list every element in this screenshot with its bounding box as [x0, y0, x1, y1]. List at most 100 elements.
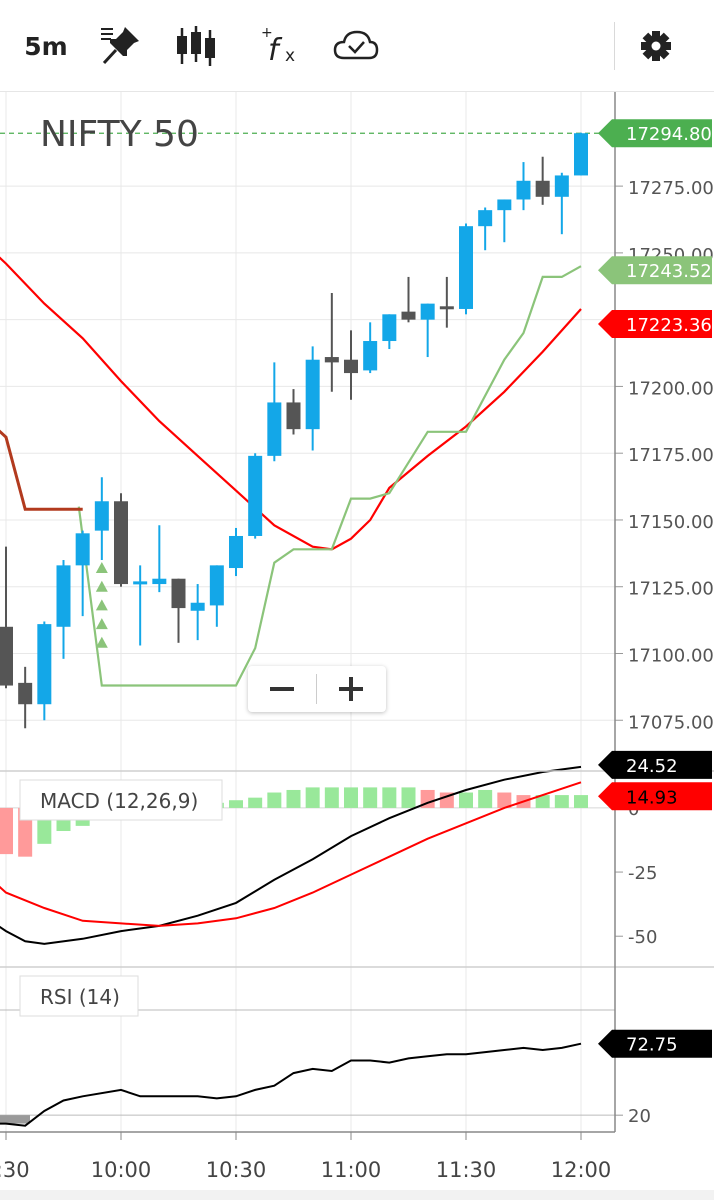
macd-legend-label: MACD (12,26,9): [40, 789, 198, 813]
cloud-sync-button[interactable]: [328, 18, 384, 74]
price-tag-shape: [598, 119, 712, 148]
macd-signal-tag-label: 14.93: [626, 787, 678, 808]
rsi-axis-label: 20: [628, 1106, 651, 1127]
rsi-value-tag: 72.75: [598, 1029, 712, 1058]
cloud-check-icon: [333, 30, 379, 60]
price-tag-label: 17223.36: [626, 315, 712, 336]
macd-histogram-bar: [0, 807, 13, 855]
x-axis-tick-label: 12:00: [551, 1158, 612, 1182]
zoom-divider: [316, 674, 317, 704]
candle-body: [516, 180, 531, 200]
rsi-legend-label: RSI (14): [40, 985, 120, 1009]
toolbar-divider: [614, 22, 615, 70]
candle-body: [401, 311, 416, 320]
bottom-strip: [0, 1190, 714, 1200]
candle-body: [114, 501, 128, 585]
macd-axis-label: -25: [628, 863, 657, 884]
price-tag-label: 17243.52: [626, 261, 712, 282]
x-axis-tick-label: 10:00: [91, 1158, 152, 1182]
macd-signal-tag: 14.93: [598, 782, 712, 811]
y-axis-tick-label: 17150.00: [628, 512, 714, 533]
candle-body: [209, 565, 224, 606]
macd-histogram-bar: [267, 792, 282, 808]
candle-body: [133, 581, 148, 585]
candle-body: [18, 682, 33, 705]
overlay-line: [0, 256, 582, 551]
rsi-value-tag-shape: [598, 1029, 712, 1058]
candle-body: [459, 226, 473, 309]
axes: 17075.00 17100.00 17125.00 17150.00 17175.00…: [0, 92, 714, 1182]
timeframe-button[interactable]: 5m: [18, 18, 74, 74]
zoom-in-button[interactable]: [317, 666, 385, 712]
candle-body: [94, 501, 109, 531]
macd-signal-line: [0, 781, 582, 927]
candle-body: [305, 359, 320, 430]
candle-body: [324, 357, 339, 363]
candle-body: [37, 624, 52, 705]
macd-histogram-bar: [439, 792, 454, 808]
buy-arrow-marker: [95, 599, 108, 611]
x-axis-tick-label: 11:30: [436, 1158, 497, 1182]
x-axis-tick-label: 10:30: [206, 1158, 267, 1182]
candle-body: [267, 402, 282, 456]
macd-histogram-bar: [286, 789, 301, 808]
candle-body: [75, 533, 90, 566]
macd-value-tag: 24.52: [598, 750, 712, 779]
candle-body: [554, 175, 569, 197]
candle-body: [286, 402, 301, 430]
zoom-out-button[interactable]: [248, 666, 316, 712]
macd-signal-tag-shape: [598, 782, 712, 811]
settings-button[interactable]: [628, 18, 684, 74]
price-tag-label: 17294.80: [626, 124, 712, 145]
candle-body: [344, 359, 358, 374]
macd-value-tag-label: 24.52: [626, 756, 678, 777]
y-axis-tick-label: 17075.00: [628, 712, 714, 733]
macd-histogram-bar: [401, 787, 416, 808]
macd-histogram-bar: [248, 797, 263, 808]
price-tag: 17294.80: [598, 119, 712, 148]
candle-body: [363, 341, 378, 371]
candle-body: [497, 199, 512, 211]
buy-arrow-marker: [95, 636, 108, 648]
gear-icon: [641, 31, 671, 61]
svg-text:+: +: [261, 25, 273, 41]
svg-text:x: x: [285, 46, 295, 66]
candle-body: [248, 455, 263, 536]
plus-icon: [339, 677, 363, 701]
candle-body: [190, 602, 205, 611]
zoom-control: [248, 666, 386, 712]
chart-title-group: NIFTY 50: [40, 114, 199, 155]
macd-histogram-bar: [535, 795, 550, 808]
pin-button[interactable]: [92, 18, 148, 74]
candle-body: [0, 626, 13, 686]
svg-text:f: f: [268, 33, 283, 68]
macd-histogram-bar: [382, 787, 397, 808]
candle-body: [382, 314, 397, 342]
y-axis-tick-label: 17125.00: [628, 579, 714, 600]
macd-legend-box: [19, 779, 223, 821]
rsi-oversold-fill: [0, 1115, 30, 1124]
macd-line: [0, 765, 582, 945]
macd-histogram-bar: [229, 800, 243, 808]
indicators-button[interactable]: + f x: [250, 18, 306, 74]
macd-histogram-bar: [324, 787, 339, 808]
macd-histogram-bar: [497, 792, 512, 808]
macd-histogram-bar: [574, 795, 588, 808]
candle-body: [171, 578, 186, 609]
price-overlays: [0, 256, 582, 687]
arrow-markers: [95, 562, 108, 648]
rsi-legend-box: [19, 975, 139, 1017]
chart-title: NIFTY 50: [40, 114, 199, 155]
timeframe-label: 5m: [24, 31, 68, 61]
candle-body: [535, 180, 550, 197]
candle-body: [420, 303, 435, 320]
x-axis-tick-label: 11:00: [321, 1158, 382, 1182]
macd-histogram-bar: [478, 789, 493, 808]
overlay-line: [77, 265, 582, 687]
candle-body: [56, 565, 71, 627]
macd-histogram-bar: [554, 795, 569, 808]
price-tag-shape: [598, 310, 712, 339]
chart-type-button[interactable]: [168, 18, 224, 74]
